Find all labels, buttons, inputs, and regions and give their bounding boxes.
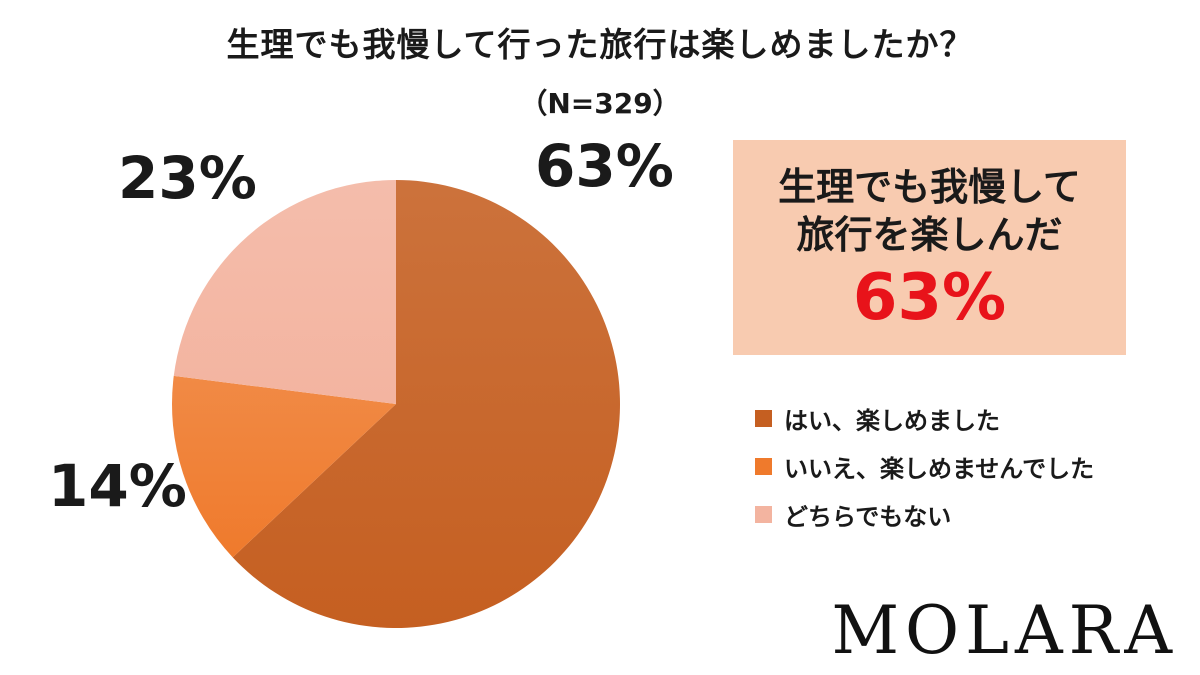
legend-item-yes: はい、楽しめました xyxy=(755,394,1094,442)
slice-label-neither: 23% xyxy=(118,144,257,212)
slice-label-yes: 63% xyxy=(535,132,674,200)
sample-size-label: （N=329） xyxy=(519,87,681,120)
legend-swatch-yes xyxy=(755,409,772,427)
legend-label-no: いいえ、楽しめませんでした xyxy=(784,454,1095,483)
highlight-line-2: 旅行を楽しんだ xyxy=(796,212,1063,257)
legend-label-neither: どちらでもない xyxy=(784,502,952,531)
chart-title: 生理でも我慢して行った旅行は楽しめましたか？ xyxy=(226,25,974,64)
legend-swatch-neither xyxy=(755,505,772,523)
legend: はい、楽しめました いいえ、楽しめませんでした どちらでもない xyxy=(755,394,1094,538)
pie-slice-yes xyxy=(232,180,620,628)
pie-slice-no xyxy=(171,375,396,558)
legend-item-neither: どちらでもない xyxy=(755,490,1094,538)
highlight-box: 生理でも我慢して 旅行を楽しんだ 63% xyxy=(733,140,1126,355)
pie-chart xyxy=(171,180,620,628)
molara-logo: MOLARA xyxy=(831,592,1178,669)
slice-label-no: 14% xyxy=(48,452,187,520)
highlight-line-1: 生理でも我慢して xyxy=(778,165,1081,209)
legend-label-yes: はい、楽しめました xyxy=(784,406,1000,435)
pie-slice-neither xyxy=(173,180,396,404)
legend-swatch-no xyxy=(755,457,772,475)
legend-item-no: いいえ、楽しめませんでした xyxy=(755,442,1094,490)
highlight-value: 63% xyxy=(852,261,1007,335)
